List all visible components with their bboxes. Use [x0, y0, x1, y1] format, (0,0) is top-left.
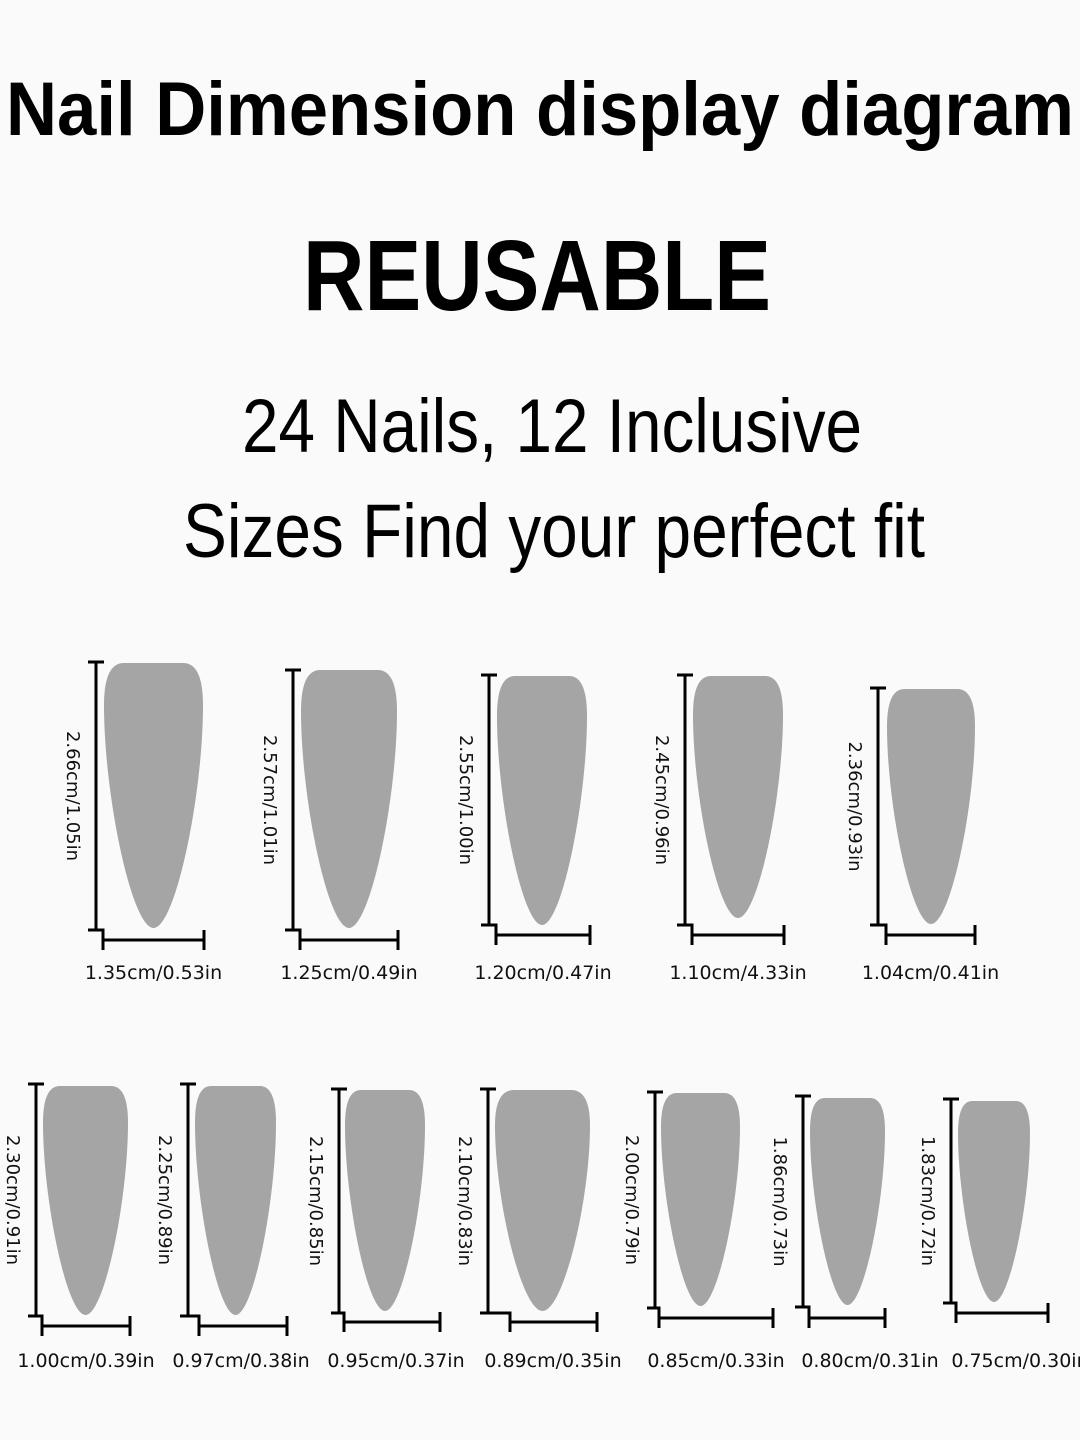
width-dimension-line: [884, 925, 977, 945]
width-label: 1.35cm/0.53in: [85, 962, 222, 984]
nail-size-item: 2.36cm/0.93in 1.04cm/0.41in: [844, 686, 999, 984]
width-dimension-line: [807, 1308, 887, 1328]
nail-shape: [693, 676, 783, 918]
width-dimension-line: [342, 1312, 442, 1332]
tagline-line-2: Sizes Find your perfect fit: [183, 489, 925, 574]
nail-size-item: 2.10cm/0.83in 0.89cm/0.35in: [454, 1087, 622, 1372]
nail-shape: [345, 1090, 425, 1311]
nail-size-item: 2.66cm/1.05in 1.35cm/0.53in: [62, 660, 222, 984]
nail-size-item: 1.86cm/0.73in 0.80cm/0.31in: [769, 1094, 939, 1372]
nail-shape: [104, 663, 203, 928]
nail-shape: [810, 1098, 885, 1305]
width-label: 0.85cm/0.33in: [647, 1350, 784, 1372]
width-label: 1.20cm/0.47in: [474, 962, 611, 984]
nail-shape: [958, 1101, 1030, 1302]
nail-size-item: 2.55cm/1.00in 1.20cm/0.47in: [455, 673, 612, 984]
nail-size-item: 2.57cm/1.01in 1.25cm/0.49in: [259, 668, 418, 984]
width-label: 0.80cm/0.31in: [801, 1350, 938, 1372]
nail-size-item: 2.00cm/0.79in 0.85cm/0.33in: [621, 1090, 785, 1372]
nail-shape: [887, 689, 975, 924]
length-label: 2.57cm/1.01in: [259, 735, 280, 865]
width-label: 0.97cm/0.38in: [172, 1350, 309, 1372]
nail-shape: [661, 1093, 740, 1306]
nail-size-item: 2.45cm/0.96in 1.10cm/4.33in: [651, 673, 807, 984]
reusable-heading: REUSABLE: [303, 220, 771, 332]
nail-shape: [301, 670, 397, 928]
width-dimension-line: [197, 1316, 289, 1336]
width-dimension-line: [101, 930, 206, 950]
nail-shape: [497, 676, 587, 925]
width-label: 1.00cm/0.39in: [17, 1350, 154, 1372]
width-label: 1.04cm/0.41in: [862, 962, 999, 984]
width-dimension-line: [298, 930, 400, 950]
length-label: 2.66cm/1.05in: [62, 731, 83, 861]
length-label: 2.55cm/1.00in: [455, 735, 476, 865]
width-dimension-line: [508, 1312, 599, 1332]
length-label: 2.36cm/0.93in: [844, 741, 865, 871]
length-label: 2.00cm/0.79in: [621, 1135, 642, 1265]
tagline-line-1: 24 Nails, 12 Inclusive: [242, 384, 862, 469]
nail-shape: [495, 1090, 590, 1311]
width-dimension-line: [494, 925, 592, 945]
nail-shape: [43, 1086, 128, 1315]
nail-size-item: 2.25cm/0.89in 0.97cm/0.38in: [154, 1082, 310, 1372]
length-label: 1.86cm/0.73in: [769, 1136, 790, 1266]
width-label: 1.25cm/0.49in: [280, 962, 417, 984]
width-dimension-line: [690, 925, 786, 945]
page-title: Nail Dimension display diagram: [6, 67, 1074, 152]
length-label: 2.25cm/0.89in: [154, 1135, 175, 1265]
nail-size-item: 2.15cm/0.85in 0.95cm/0.37in: [305, 1087, 465, 1372]
width-label: 1.10cm/4.33in: [669, 962, 806, 984]
length-label: 1.83cm/0.72in: [917, 1136, 938, 1266]
width-dimension-line: [657, 1308, 775, 1328]
nail-size-item: 1.83cm/0.72in 0.75cm/0.30in: [917, 1097, 1080, 1372]
nail-shape: [195, 1086, 276, 1315]
length-label: 2.30cm/0.91in: [2, 1135, 23, 1265]
width-dimension-line: [954, 1303, 1050, 1323]
width-label: 0.89cm/0.35in: [484, 1350, 621, 1372]
nail-size-grid: 2.66cm/1.05in 1.35cm/0.53in 2.57cm/1.01in 1…: [2, 660, 1080, 1372]
width-label: 0.75cm/0.30in: [951, 1350, 1080, 1372]
width-dimension-line: [40, 1316, 132, 1336]
width-label: 0.95cm/0.37in: [327, 1350, 464, 1372]
length-label: 2.45cm/0.96in: [651, 735, 672, 865]
nail-size-item: 2.30cm/0.91in 1.00cm/0.39in: [2, 1082, 155, 1372]
length-label: 2.15cm/0.85in: [305, 1136, 326, 1266]
length-label: 2.10cm/0.83in: [454, 1136, 475, 1266]
